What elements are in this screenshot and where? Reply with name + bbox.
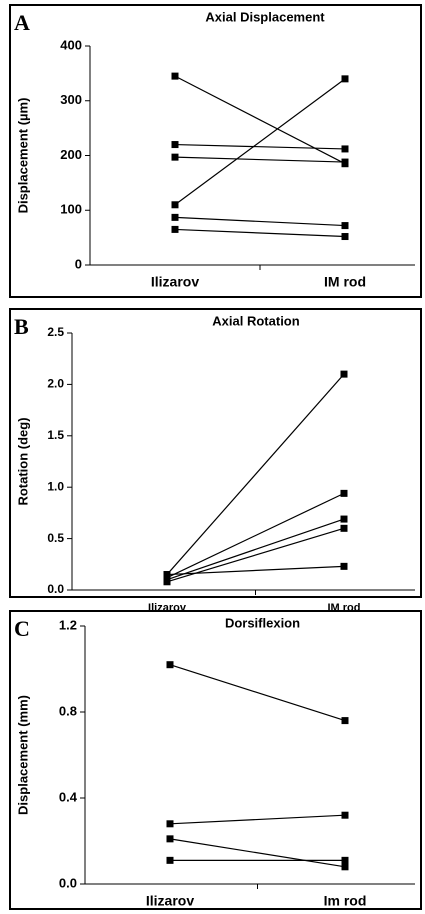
series-line: [174, 78, 346, 206]
panel-letter: C: [14, 616, 30, 641]
y-axis-label: Rotation (deg): [15, 417, 30, 505]
y-tick-label: 0: [75, 256, 82, 271]
data-point: [166, 856, 174, 864]
x-tick-label: Ilizarov: [151, 274, 199, 290]
panel-frame: [9, 610, 422, 910]
y-tick-label: 1.5: [47, 428, 64, 442]
data-point: [171, 201, 179, 209]
y-tick-label: 200: [60, 147, 82, 162]
data-point: [341, 75, 349, 83]
chart-title: Dorsiflexion: [225, 615, 300, 630]
series-line: [166, 565, 345, 576]
chart-title: Axial Displacement: [205, 9, 325, 24]
y-axis-label: Displacement (mm): [15, 695, 30, 815]
series-line: [169, 814, 346, 825]
y-tick-label: 300: [60, 92, 82, 107]
y-tick-label: 2.5: [47, 325, 64, 339]
x-tick-label: Im rod: [324, 893, 367, 909]
data-point: [341, 158, 349, 166]
data-point: [171, 153, 179, 161]
x-tick-label: IM rod: [328, 602, 361, 614]
data-point: [340, 562, 348, 570]
data-point: [341, 145, 349, 153]
panel: C Dorsiflexion Displacement (mm) 0.0 0.4 0.8 1…: [9, 610, 422, 910]
series-line: [166, 492, 345, 579]
data-point: [341, 811, 349, 819]
data-point: [340, 524, 348, 532]
data-point: [341, 863, 349, 871]
series-line: [169, 838, 346, 868]
data-point: [163, 571, 171, 579]
y-tick-label: 0.5: [47, 531, 64, 545]
panel-letter: A: [14, 10, 30, 35]
data-point: [171, 225, 179, 233]
y-tick-label: 2.0: [47, 377, 64, 391]
series-line: [174, 156, 346, 163]
data-point: [341, 233, 349, 241]
data-point: [163, 578, 171, 586]
data-point: [340, 370, 348, 378]
data-point: [340, 489, 348, 497]
series-line: [166, 518, 345, 581]
panel-frame: [9, 4, 422, 298]
x-tick-label: IM rod: [324, 274, 366, 290]
y-tick-label: 0.8: [59, 703, 77, 718]
y-axis-label: Displacement (µm): [15, 98, 30, 214]
chart-title: Axial Rotation: [212, 313, 299, 328]
data-point: [341, 222, 349, 230]
series-line: [174, 75, 346, 165]
data-point: [341, 717, 349, 725]
y-tick-label: 400: [60, 37, 82, 52]
data-point: [166, 835, 174, 843]
y-tick-label: 0.0: [59, 875, 77, 890]
data-point: [171, 141, 179, 149]
data-point: [171, 213, 179, 221]
y-tick-label: 100: [60, 202, 82, 217]
data-point: [340, 515, 348, 523]
y-tick-label: 1.0: [47, 479, 64, 493]
y-tick-label: 0.4: [59, 789, 78, 804]
y-tick-label: 0.0: [47, 582, 64, 596]
data-point: [166, 661, 174, 669]
panel: A Axial Displacement Displacement (µm) 0 100…: [9, 4, 422, 298]
series-line: [174, 216, 346, 227]
series-line: [169, 664, 346, 722]
series-line: [174, 228, 346, 238]
panel: B Axial Rotation Rotation (deg) 0.0 0.5 1.0 1.…: [9, 308, 422, 614]
y-tick-label: 1.2: [59, 617, 77, 632]
panel-letter: B: [14, 314, 29, 339]
data-point: [166, 820, 174, 828]
x-tick-label: Ilizarov: [146, 893, 194, 909]
data-point: [171, 72, 179, 80]
series-line: [166, 373, 345, 575]
x-tick-label: Ilizarov: [148, 602, 187, 614]
data-point: [341, 856, 349, 864]
panel-frame: [9, 308, 422, 598]
series-line: [174, 143, 346, 150]
